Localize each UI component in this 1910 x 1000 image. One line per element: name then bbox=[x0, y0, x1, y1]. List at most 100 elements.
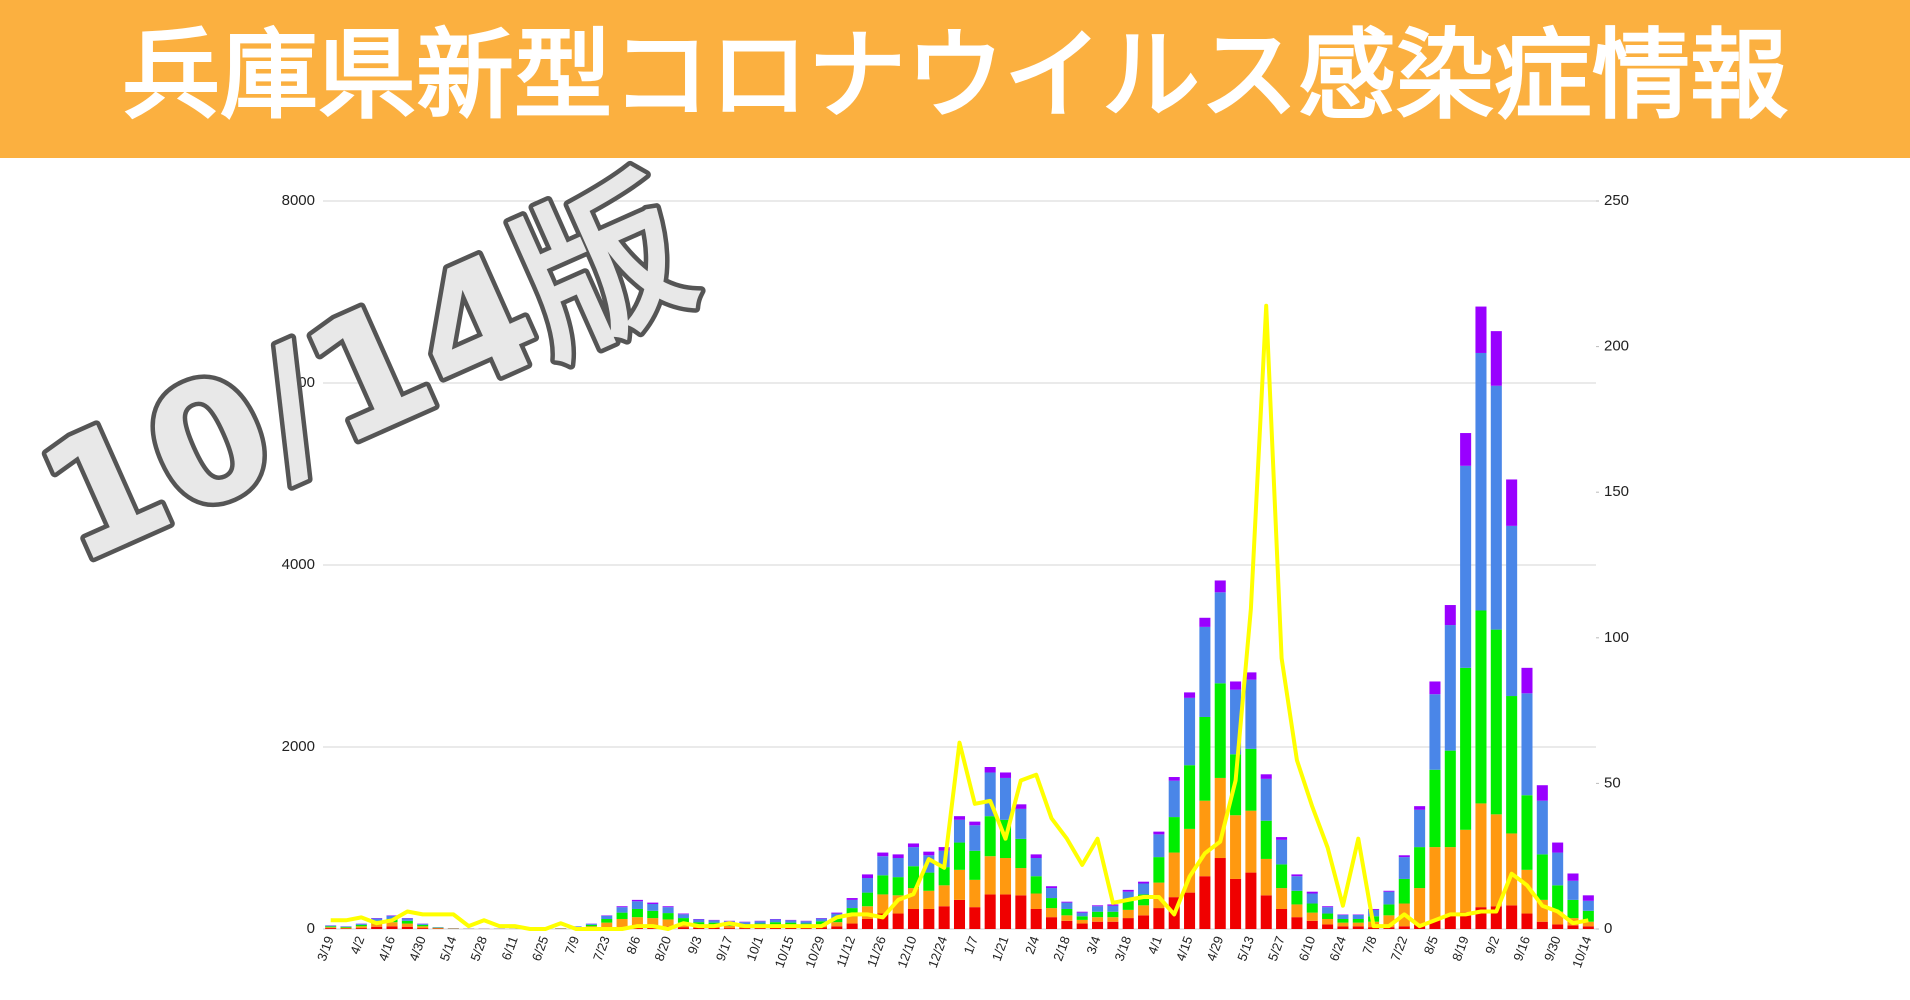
y2-tick-label: 100 bbox=[1604, 629, 1629, 646]
bar-segment bbox=[969, 825, 981, 851]
y2-tick-label: 150 bbox=[1604, 483, 1629, 500]
bar-segment bbox=[1199, 876, 1211, 929]
bar-segment bbox=[1444, 915, 1456, 929]
bar-segment bbox=[401, 920, 413, 924]
x-tick-label: 6/11 bbox=[498, 934, 520, 962]
bar-segment bbox=[815, 921, 827, 925]
x-tick-label: 10/1 bbox=[743, 934, 766, 963]
bar-segment bbox=[616, 906, 628, 908]
bar-segment bbox=[984, 856, 996, 895]
bar-segment bbox=[846, 908, 858, 917]
bar-segment bbox=[1444, 847, 1456, 916]
bar-segment bbox=[1184, 765, 1196, 829]
bar-segment bbox=[1138, 883, 1150, 895]
bar-segment bbox=[1153, 831, 1165, 835]
bar-segment bbox=[892, 858, 904, 878]
bar-segment bbox=[769, 922, 781, 925]
bar-segment bbox=[1398, 878, 1410, 904]
bar-segment bbox=[1567, 925, 1579, 929]
bar-segment bbox=[1107, 911, 1119, 918]
bar-segment bbox=[1153, 908, 1165, 929]
bar-segment bbox=[1429, 919, 1441, 929]
bar-segment bbox=[401, 926, 413, 929]
bar-segment bbox=[1444, 750, 1456, 848]
bar-segment bbox=[355, 924, 367, 927]
bar-segment bbox=[984, 894, 996, 929]
bar-segment bbox=[1230, 878, 1242, 929]
bar-segment bbox=[1184, 697, 1196, 766]
bar-segment bbox=[1214, 592, 1226, 684]
bar-segment bbox=[1306, 903, 1318, 913]
bar-segment bbox=[1322, 907, 1334, 914]
bar-segment bbox=[1490, 629, 1502, 815]
bar-segment bbox=[1015, 838, 1027, 869]
bar-segment bbox=[1337, 922, 1349, 927]
bar-segment bbox=[417, 928, 429, 929]
bar-segment bbox=[969, 850, 981, 880]
bar-segment bbox=[386, 915, 398, 919]
bar-segment bbox=[1567, 873, 1579, 881]
bar-segment bbox=[1536, 854, 1548, 900]
bar-segment bbox=[1276, 888, 1288, 909]
bar-segment bbox=[754, 921, 766, 924]
bar-segment bbox=[1414, 809, 1426, 848]
bar-segment bbox=[861, 874, 873, 879]
bar-segment bbox=[647, 902, 659, 904]
bar-segment bbox=[1322, 918, 1334, 925]
bar-segment bbox=[1168, 780, 1180, 818]
bar-segment bbox=[1337, 914, 1349, 919]
y-tick-label: 4000 bbox=[282, 556, 315, 573]
bar-segment bbox=[631, 901, 643, 909]
bar-segment bbox=[1490, 385, 1502, 630]
bar-segment bbox=[1414, 888, 1426, 925]
bar-segment bbox=[1061, 901, 1073, 903]
x-tick-label: 8/5 bbox=[1421, 934, 1441, 956]
bar-segment bbox=[1552, 885, 1564, 912]
x-tick-label: 6/24 bbox=[1326, 934, 1349, 963]
bar-segment bbox=[923, 851, 935, 856]
bar-segment bbox=[1306, 920, 1318, 929]
bar-segment bbox=[831, 926, 843, 929]
bar-segment bbox=[1260, 858, 1272, 896]
bar-segment bbox=[601, 915, 613, 919]
bar-segment bbox=[693, 927, 705, 929]
bar-segment bbox=[1092, 906, 1104, 912]
bar-segment bbox=[1444, 625, 1456, 751]
bar-segment bbox=[340, 926, 352, 927]
bar-segment bbox=[1536, 785, 1548, 801]
x-tick-label: 12/24 bbox=[925, 934, 950, 970]
bar-segment bbox=[1276, 839, 1288, 865]
bar-segment bbox=[999, 894, 1012, 929]
bar-segment bbox=[647, 918, 659, 927]
y2-tick-label: 50 bbox=[1604, 774, 1621, 791]
bar-segment bbox=[662, 906, 674, 908]
bar-segment bbox=[1230, 681, 1242, 690]
bar-segment bbox=[1506, 525, 1518, 697]
bar-segment bbox=[1475, 907, 1487, 929]
plot: 0 2000 4000 6000 8000 0 50 100 150 200 250 3/19 4/2 4… bbox=[282, 192, 1629, 970]
bar-segment bbox=[846, 898, 858, 900]
x-tick-label: 5/28 bbox=[467, 934, 490, 963]
bar-segment bbox=[401, 923, 413, 927]
bar-segment bbox=[1168, 777, 1180, 781]
bar-segment bbox=[1475, 306, 1487, 353]
header-title: 兵庫県新型コロナウイルス感染症情報 bbox=[122, 19, 1788, 133]
x-tick-label: 4/30 bbox=[406, 934, 429, 963]
bar-segment bbox=[1490, 906, 1502, 929]
x-tick-label: 1/7 bbox=[961, 934, 981, 956]
bar-segment bbox=[1015, 868, 1027, 896]
bar-segment bbox=[999, 858, 1012, 895]
bar-segment bbox=[417, 923, 429, 925]
bar-segment bbox=[785, 920, 797, 923]
x-tick-label: 11/12 bbox=[833, 934, 858, 969]
x-tick-label: 11/26 bbox=[864, 934, 889, 969]
bar-segment bbox=[1092, 917, 1104, 922]
bar-segment bbox=[1322, 906, 1334, 908]
bar-segment bbox=[999, 772, 1012, 778]
bar-segment bbox=[355, 928, 367, 929]
bar-segment bbox=[892, 854, 904, 859]
bar-segment bbox=[1429, 769, 1441, 848]
bar-segment bbox=[1245, 748, 1257, 811]
bar-segment bbox=[1092, 921, 1104, 929]
bar-segment bbox=[984, 767, 996, 773]
